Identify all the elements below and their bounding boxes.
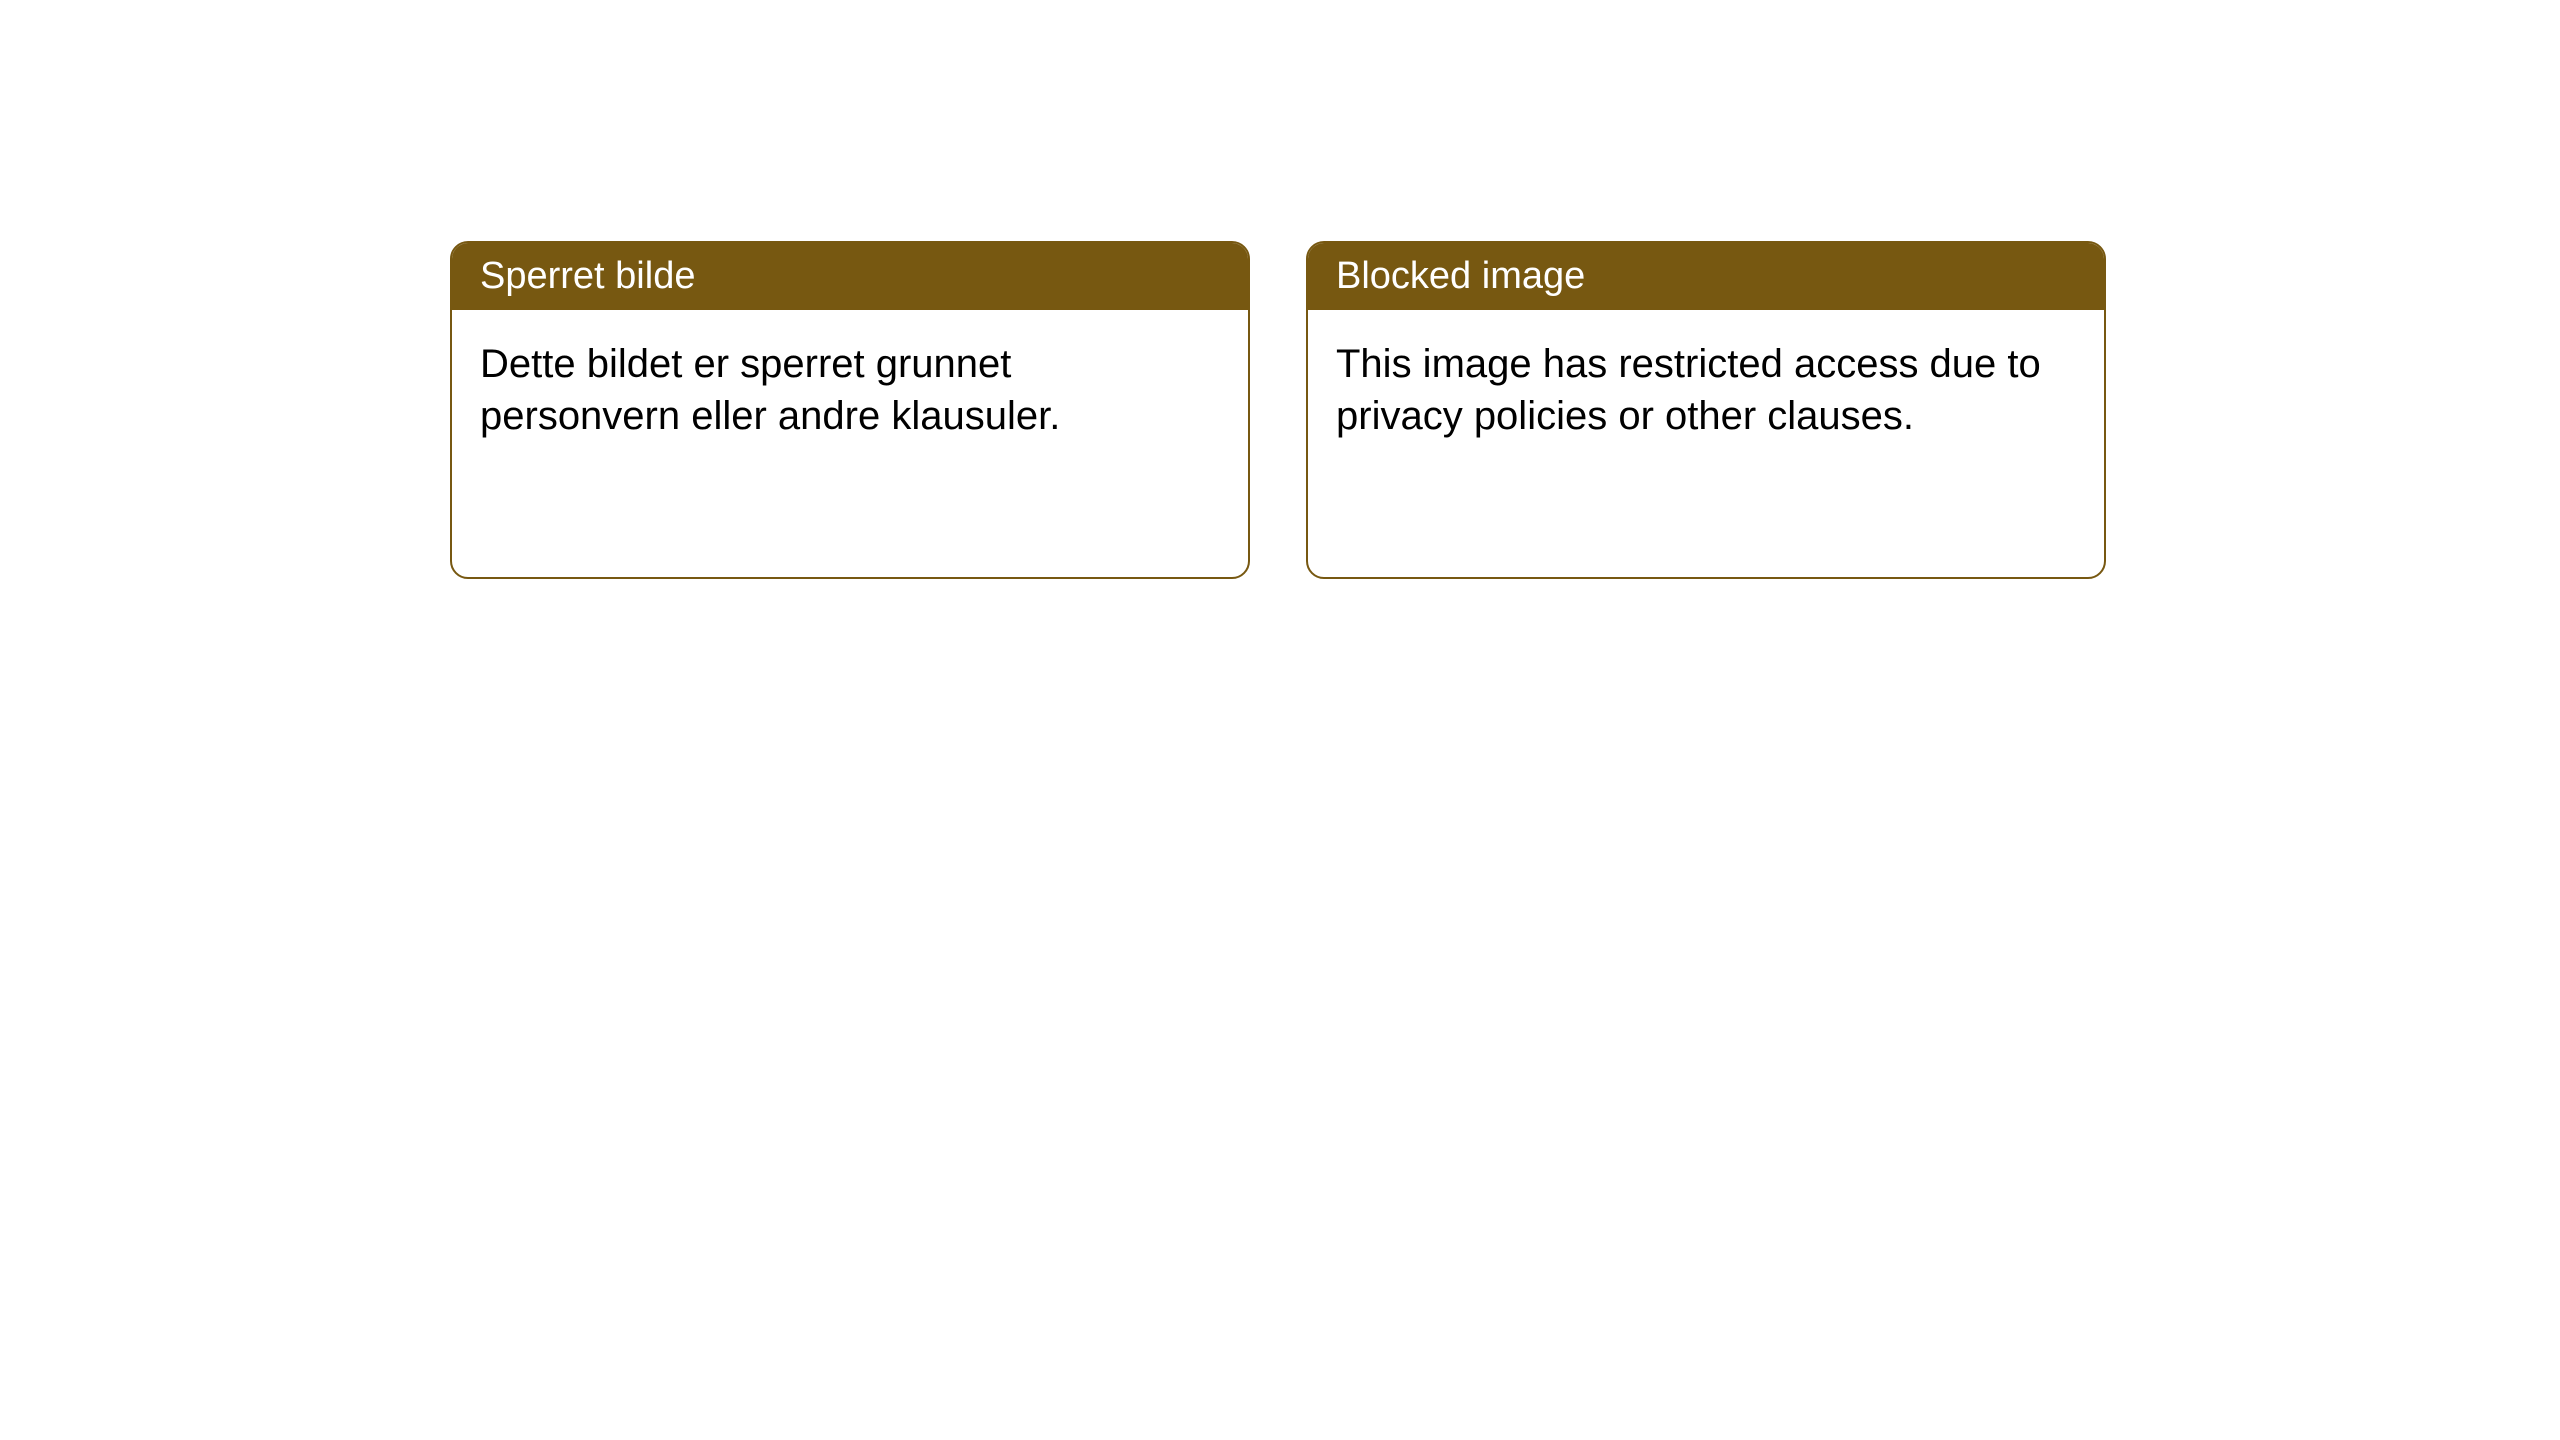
- notice-container: Sperret bilde Dette bildet er sperret gr…: [450, 241, 2106, 579]
- notice-header: Blocked image: [1308, 243, 2104, 310]
- notice-body: This image has restricted access due to …: [1308, 310, 2104, 470]
- notice-card-norwegian: Sperret bilde Dette bildet er sperret gr…: [450, 241, 1250, 579]
- notice-header: Sperret bilde: [452, 243, 1248, 310]
- notice-card-english: Blocked image This image has restricted …: [1306, 241, 2106, 579]
- notice-body: Dette bildet er sperret grunnet personve…: [452, 310, 1248, 470]
